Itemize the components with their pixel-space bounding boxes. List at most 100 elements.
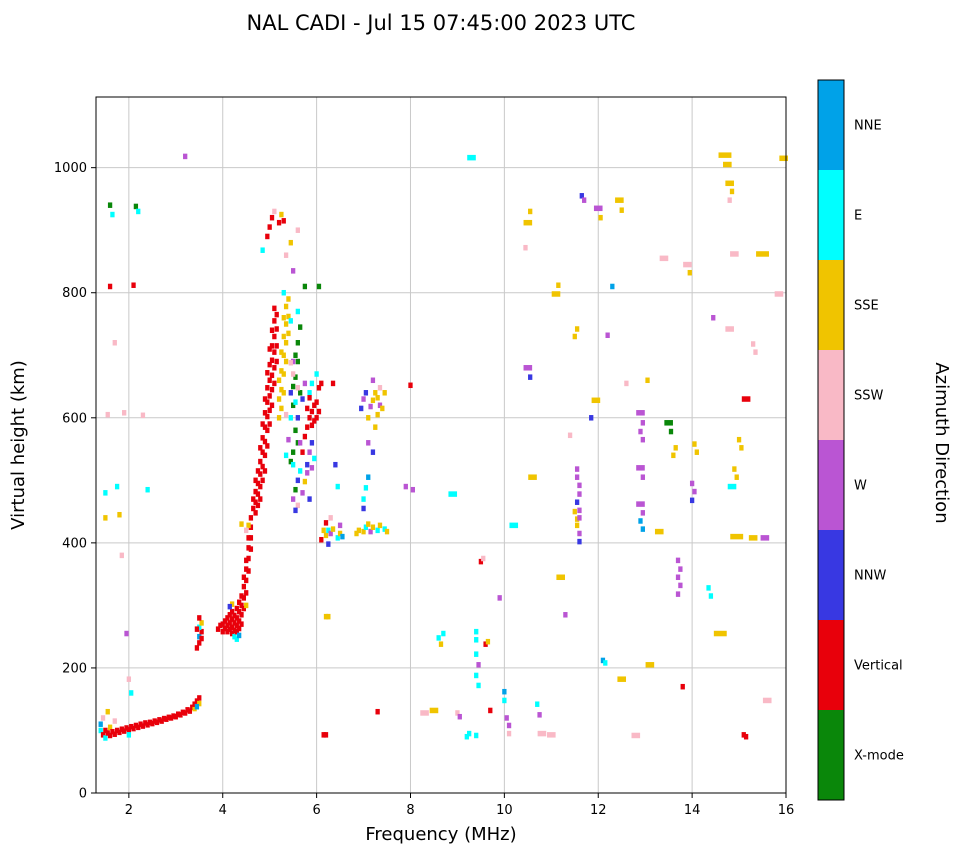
y-tick-label: 800 [62, 286, 87, 301]
colorbar-tick-label: Vertical [854, 659, 903, 674]
data-point [359, 405, 364, 412]
data-point [382, 526, 387, 532]
data-point [617, 676, 627, 682]
data-point [382, 390, 387, 396]
data-point [234, 628, 239, 635]
data-point [258, 458, 263, 465]
data-point [227, 626, 232, 632]
data-point [107, 283, 113, 290]
data-point [455, 710, 460, 716]
data-point [283, 303, 289, 310]
data-point [302, 380, 308, 387]
data-point [114, 483, 120, 490]
data-point [605, 332, 610, 339]
data-point [227, 603, 232, 610]
data-point [328, 530, 333, 537]
data-point [319, 380, 324, 387]
gridlines [96, 97, 787, 794]
data-point [279, 386, 284, 393]
x-tick-label: 2 [125, 803, 133, 818]
data-point [117, 729, 122, 736]
data-point [279, 368, 284, 374]
data-point [678, 566, 683, 572]
data-point [253, 477, 258, 484]
data-point [375, 708, 380, 715]
data-point [640, 474, 645, 480]
data-point [636, 465, 645, 471]
data-point [283, 411, 289, 418]
data-point [262, 424, 268, 430]
data-point [356, 527, 362, 534]
data-point [133, 203, 139, 210]
data-point [260, 463, 265, 470]
data-point [105, 708, 110, 715]
colorbar-band-vertical [818, 620, 844, 710]
data-point [98, 727, 103, 734]
data-point [175, 711, 181, 717]
data-point [750, 341, 756, 347]
data-point [474, 628, 479, 635]
data-point [321, 732, 326, 738]
data-point [276, 377, 282, 384]
data-point [197, 633, 202, 640]
data-point [528, 474, 537, 480]
data-point [483, 641, 488, 647]
data-point [194, 626, 200, 632]
data-point [302, 478, 308, 485]
data-point [112, 340, 117, 346]
data-point [410, 486, 415, 493]
data-point [290, 461, 296, 468]
data-point [574, 466, 580, 472]
data-point [577, 482, 582, 489]
data-point [373, 424, 378, 430]
data-point [295, 502, 300, 509]
data-point [577, 530, 582, 537]
data-point [403, 483, 408, 490]
data-point [237, 618, 242, 624]
data-point [295, 415, 300, 421]
data-point [283, 340, 289, 346]
data-point [577, 491, 582, 497]
data-point [640, 436, 645, 443]
data-point [370, 524, 376, 530]
data-point [523, 244, 528, 251]
data-point [119, 552, 124, 559]
colorbar: NNE E SSE SSW W NNW Vertical X-mode [817, 79, 904, 801]
data-point [312, 455, 317, 462]
data-point [262, 452, 268, 459]
y-axis-label: Virtual height (km) [8, 360, 29, 530]
data-point [523, 365, 533, 371]
data-point [251, 505, 256, 512]
data-point [438, 641, 444, 647]
data-point [375, 411, 380, 418]
colorbar-tick-label: NNE [854, 119, 882, 134]
data-point [241, 595, 247, 601]
data-point [194, 645, 200, 651]
data-point [267, 407, 272, 414]
data-point [237, 599, 242, 606]
data-point [248, 515, 254, 521]
data-point [295, 227, 300, 233]
data-point [753, 349, 758, 355]
data-point [112, 718, 117, 724]
data-point [420, 710, 429, 716]
data-point [267, 421, 272, 427]
data-point [234, 622, 239, 629]
y-tick-label: 0 [79, 787, 87, 802]
data-point [272, 318, 277, 324]
data-point [197, 695, 202, 701]
data-point [361, 396, 366, 402]
data-point [222, 625, 228, 632]
data-point [474, 637, 479, 643]
data-point [300, 396, 305, 402]
data-point [528, 374, 533, 380]
data-point [361, 496, 366, 502]
data-point [290, 402, 296, 409]
data-point [739, 445, 744, 451]
data-point [105, 411, 110, 418]
data-point [295, 308, 300, 315]
data-point [309, 465, 315, 471]
data-point [668, 428, 674, 435]
colorbar-band-sse [818, 260, 844, 350]
y-tick-label: 200 [62, 661, 87, 676]
